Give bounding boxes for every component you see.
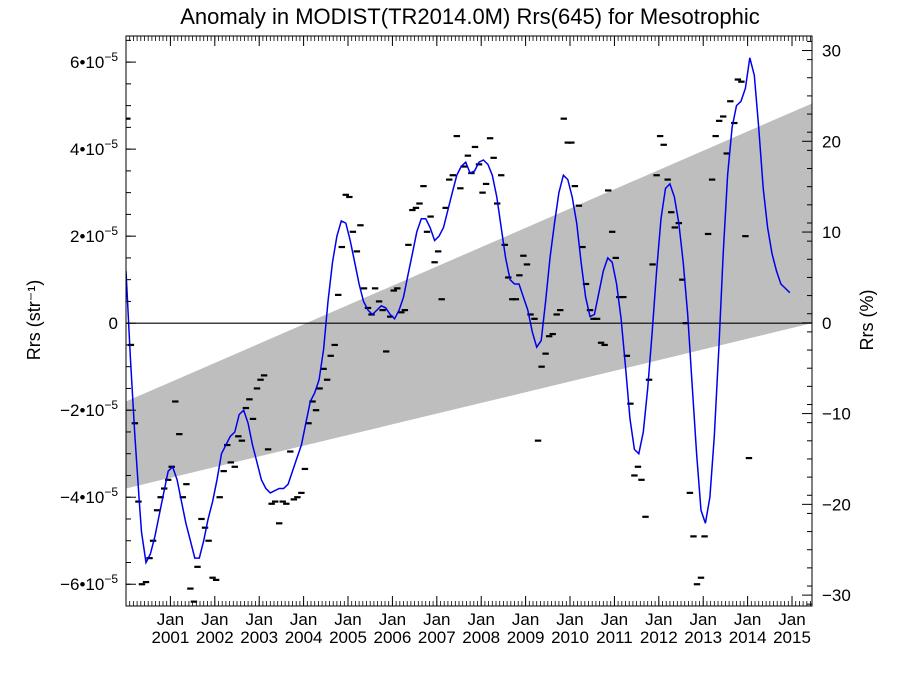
right-tick-label: −30 <box>822 586 851 605</box>
x-tick-month-label: Jan <box>379 610 406 629</box>
right-tick-label: −20 <box>822 495 851 514</box>
left-tick-label: 6•10−5 <box>70 50 118 72</box>
x-tick-year-label: 2009 <box>507 628 545 647</box>
x-tick-year-label: 2005 <box>329 628 367 647</box>
x-tick-year-label: 2010 <box>551 628 589 647</box>
y-axis-label-left: Rrs (str⁻¹) <box>24 280 44 360</box>
axes: 6•10−5 4•10−5 2•10−5 0 −2•10−5 −4•10−5 −6•10−5… <box>60 35 851 647</box>
left-tick-label: −4•10−5 <box>60 485 118 507</box>
x-tick-month-label: Jan <box>690 610 717 629</box>
x-tick-month-label: Jan <box>734 610 761 629</box>
plot-clip-group <box>126 57 812 603</box>
x-tick-month-label: Jan <box>601 610 628 629</box>
x-tick-year-label: 2001 <box>151 628 189 647</box>
chart-title: Anomaly in MODIST(TR2014.0M) Rrs(645) fo… <box>180 4 760 29</box>
x-tick-year-label: 2007 <box>418 628 456 647</box>
x-tick-month-label: Jan <box>512 610 539 629</box>
uncertainty-band <box>126 103 812 489</box>
x-tick-year-label: 2012 <box>640 628 678 647</box>
right-tick-label: 10 <box>822 223 841 242</box>
x-tick-month-label: Jan <box>157 610 184 629</box>
left-tick-label: 2•10−5 <box>70 224 118 246</box>
x-tick-month-label: Jan <box>556 610 583 629</box>
x-tick-month-label: Jan <box>334 610 361 629</box>
x-tick-year-label: 2011 <box>596 628 633 647</box>
x-tick-year-label: 2013 <box>684 628 722 647</box>
x-tick-month-label: Jan <box>201 610 228 629</box>
left-tick-label: −2•10−5 <box>60 398 118 420</box>
x-tick-year-label: 2003 <box>240 628 278 647</box>
x-tick-month-label: Jan <box>778 610 805 629</box>
x-tick-month-label: Jan <box>245 610 272 629</box>
x-tick-year-label: 2014 <box>729 628 767 647</box>
right-tick-label: 20 <box>822 132 841 151</box>
plot-frame <box>125 35 813 607</box>
x-tick-year-label: 2002 <box>196 628 234 647</box>
smoothed-anomaly-line <box>126 57 791 565</box>
plot-area <box>126 57 812 603</box>
left-tick-label: −6•10−5 <box>60 572 118 594</box>
x-tick-year-label: 2008 <box>462 628 500 647</box>
right-tick-label: 30 <box>822 42 841 61</box>
right-tick-label: 0 <box>822 314 831 333</box>
x-tick-month-label: Jan <box>467 610 494 629</box>
left-tick-label: 0 <box>109 314 118 333</box>
x-tick-year-label: 2006 <box>373 628 411 647</box>
x-tick-year-label: 2004 <box>285 628 323 647</box>
x-tick-month-label: Jan <box>290 610 317 629</box>
x-tick-month-label: Jan <box>423 610 450 629</box>
x-tick-month-label: Jan <box>645 610 672 629</box>
x-tick-year-label: 2015 <box>773 628 811 647</box>
y-axis-label-right: Rrs (%) <box>857 290 877 351</box>
left-tick-label: 4•10−5 <box>70 137 118 159</box>
right-tick-label: −10 <box>822 405 851 424</box>
